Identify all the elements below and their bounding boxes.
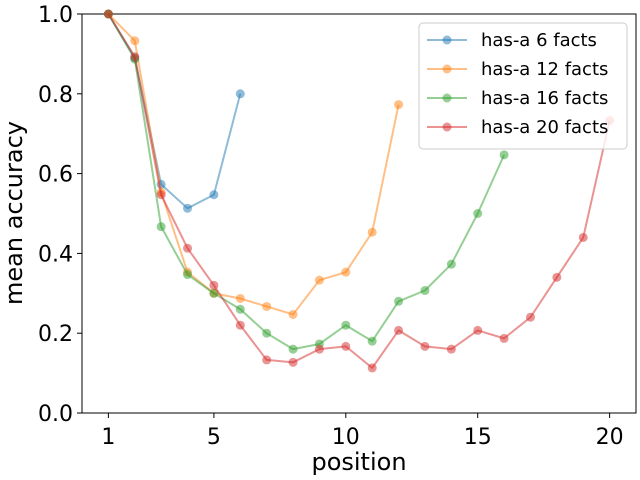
y-tick-label: 0.6 [38, 163, 73, 188]
data-point [183, 270, 193, 280]
data-point [578, 232, 588, 242]
x-tick-label: 5 [207, 425, 221, 450]
data-point [341, 320, 351, 330]
legend-item: has-a 6 facts [427, 30, 597, 51]
legend-label: has-a 20 facts [481, 117, 608, 138]
data-point [341, 341, 351, 351]
x-tick-label: 10 [332, 425, 360, 450]
legend: has-a 6 facts has-a 12 facts has-a 16 fact… [418, 22, 628, 150]
data-point [235, 89, 245, 99]
data-point [367, 336, 377, 346]
data-point [499, 333, 509, 343]
data-point [367, 363, 377, 373]
y-tick-label: 0.0 [38, 402, 73, 427]
data-point [156, 222, 166, 232]
data-point [209, 280, 219, 290]
data-point [525, 312, 535, 322]
y-tick-label: 0.2 [38, 322, 73, 347]
x-tick-label: 15 [464, 425, 492, 450]
series-4 [103, 9, 615, 373]
data-point [446, 259, 456, 269]
data-point [288, 357, 298, 367]
data-point [420, 286, 430, 296]
data-point [314, 275, 324, 285]
legend-item: has-a 12 facts [427, 59, 608, 80]
x-axis-label: position [311, 448, 406, 476]
data-point [209, 190, 219, 200]
x-tick-label: 20 [596, 425, 624, 450]
data-point [288, 309, 298, 319]
data-point [394, 100, 404, 110]
legend-box [418, 22, 628, 150]
data-point [394, 296, 404, 306]
data-point [235, 293, 245, 303]
data-point [103, 9, 113, 19]
data-point [367, 227, 377, 237]
data-point [473, 209, 483, 218]
data-point [262, 355, 272, 365]
data-point [552, 272, 562, 282]
data-point [183, 243, 193, 253]
y-tick-label: 0.4 [38, 242, 73, 267]
data-point [209, 288, 219, 298]
x-tick-label: 1 [101, 425, 115, 450]
data-point [473, 325, 483, 335]
legend-marker [442, 64, 452, 74]
data-point [235, 320, 245, 330]
data-point [420, 341, 430, 351]
data-point [446, 344, 456, 354]
series-line-4 [107, 13, 611, 369]
series-line-3 [107, 13, 506, 351]
legend-marker [442, 122, 452, 132]
data-point [394, 325, 404, 335]
data-point [262, 301, 272, 311]
data-point [341, 267, 351, 277]
data-point [156, 190, 166, 200]
data-point [288, 344, 298, 354]
legend-item: has-a 20 facts [427, 117, 608, 138]
legend-label: has-a 16 facts [481, 88, 608, 109]
data-point [130, 36, 140, 46]
y-tick-label: 0.8 [38, 83, 73, 108]
legend-marker [442, 35, 452, 45]
legend-label: has-a 6 facts [481, 30, 597, 51]
legend-item: has-a 16 facts [427, 88, 608, 109]
legend-marker [442, 93, 452, 103]
data-point [262, 328, 272, 338]
data-point [314, 344, 324, 354]
y-tick-label: 1.0 [38, 3, 73, 28]
y-axis-label: mean accuracy [0, 121, 28, 305]
axis-ticks: 1 5 10 15 200.00.20.40.60.81.0 [38, 3, 624, 450]
data-point [499, 150, 509, 160]
data-point [183, 203, 193, 213]
series-layer [103, 9, 615, 373]
data-point [130, 52, 140, 62]
data-point [235, 304, 245, 314]
legend-label: has-a 12 facts [481, 59, 608, 80]
